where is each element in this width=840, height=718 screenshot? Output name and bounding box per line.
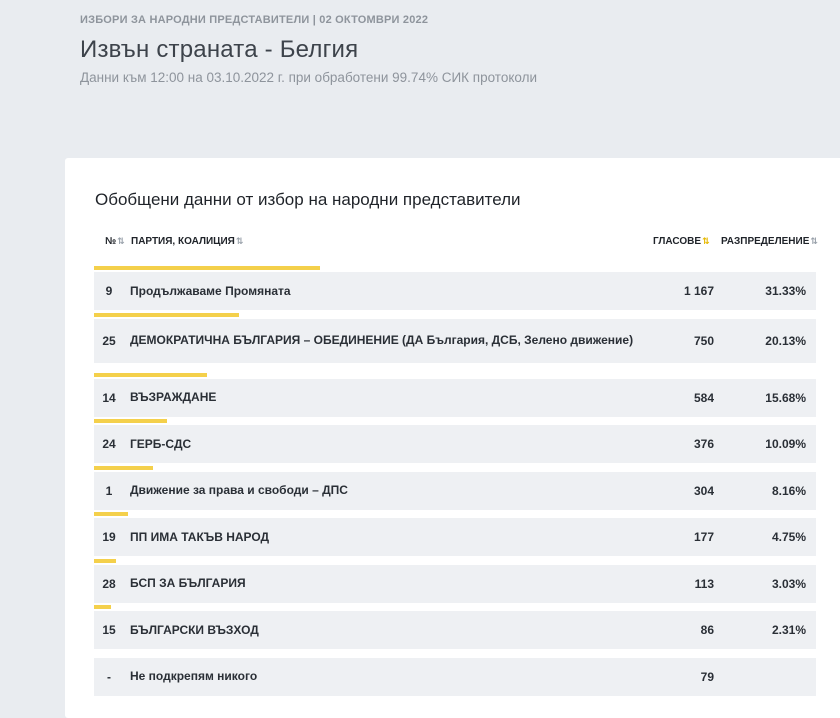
- party-share: 20.13%: [714, 318, 816, 363]
- table-row: 14 ВЪЗРАЖДАНЕ 584 15.68%: [94, 372, 816, 420]
- party-number: 14: [94, 378, 124, 417]
- party-number: 24: [94, 425, 124, 463]
- party-name: Движение за права и свободи – ДПС: [124, 471, 654, 510]
- page-header: ИЗБОРИ ЗА НАРОДНИ ПРЕДСТАВИТЕЛИ | 02 ОКТ…: [80, 14, 820, 85]
- table-header: №⇅ ПАРТИЯ, КОАЛИЦИЯ⇅ ГЛАСОВЕ⇅ РАЗПРЕДЕЛЕ…: [65, 236, 840, 252]
- table-row: 25 ДЕМОКРАТИЧНА БЪЛГАРИЯ – ОБЕДИНЕНИЕ (Д…: [94, 312, 816, 373]
- share-bar: [94, 558, 116, 563]
- table-row: 9 Продължаваме Промяната 1 167 31.33%: [94, 266, 816, 313]
- party-name: ДЕМОКРАТИЧНА БЪЛГАРИЯ – ОБЕДИНЕНИЕ (ДА Б…: [124, 318, 654, 363]
- party-share: 4.75%: [714, 518, 816, 556]
- table-row: 19 ПП ИМА ТАКЪВ НАРОД 177 4.75%: [94, 512, 816, 559]
- share-bar: [94, 266, 321, 270]
- party-votes: 1 167: [654, 272, 714, 310]
- results-card: Обобщени данни от избор на народни предс…: [65, 158, 840, 718]
- column-number[interactable]: №⇅: [105, 236, 125, 247]
- party-name: Не подкрепям никого: [124, 657, 654, 696]
- party-votes: 584: [654, 378, 714, 417]
- election-kicker: ИЗБОРИ ЗА НАРОДНИ ПРЕДСТАВИТЕЛИ | 02 ОКТ…: [80, 14, 429, 26]
- party-share: 15.68%: [714, 378, 816, 417]
- party-votes: 113: [654, 564, 714, 603]
- sort-icon: ⇅: [117, 236, 125, 246]
- share-bar: [94, 312, 240, 317]
- party-votes: 79: [654, 657, 714, 696]
- party-name: ГЕРБ-СДС: [124, 425, 654, 463]
- party-share: 3.03%: [714, 564, 816, 603]
- sort-icon: ⇅: [810, 236, 818, 246]
- party-number: 9: [94, 272, 124, 310]
- party-name: ПП ИМА ТАКЪВ НАРОД: [124, 518, 654, 556]
- party-name: БЪЛГАРСКИ ВЪЗХОД: [124, 611, 654, 649]
- party-name: ВЪЗРАЖДАНЕ: [124, 378, 654, 417]
- party-share: [714, 657, 816, 696]
- party-number: 25: [94, 318, 124, 363]
- data-status: Данни към 12:00 на 03.10.2022 г. при обр…: [80, 70, 538, 85]
- party-share: 2.31%: [714, 611, 816, 649]
- column-share[interactable]: РАЗПРЕДЕЛЕНИЕ⇅: [721, 236, 818, 247]
- party-number: 19: [94, 518, 124, 556]
- card-title: Обобщени данни от избор на народни предс…: [95, 190, 521, 209]
- share-bar: [94, 465, 153, 470]
- page-title: Извън страната - Белгия: [80, 36, 359, 63]
- column-share-label: РАЗПРЕДЕЛЕНИЕ: [721, 236, 810, 247]
- party-votes: 304: [654, 471, 714, 510]
- party-number: 28: [94, 564, 124, 603]
- party-votes: 86: [654, 611, 714, 649]
- results-table: 9 Продължаваме Промяната 1 167 31.33% 25…: [94, 266, 816, 698]
- party-share: 8.16%: [714, 471, 816, 510]
- share-bar: [94, 605, 111, 609]
- column-votes[interactable]: ГЛАСОВЕ⇅: [653, 236, 710, 247]
- share-bar: [94, 419, 167, 423]
- table-row: 28 БСП ЗА БЪЛГАРИЯ 113 3.03%: [94, 558, 816, 606]
- sort-active-icon: ⇅: [702, 236, 710, 246]
- party-name: БСП ЗА БЪЛГАРИЯ: [124, 564, 654, 603]
- party-votes: 750: [654, 318, 714, 363]
- column-votes-label: ГЛАСОВЕ: [653, 236, 702, 247]
- table-row: 15 БЪЛГАРСКИ ВЪЗХОД 86 2.31%: [94, 605, 816, 652]
- table-row: 24 ГЕРБ-СДС 376 10.09%: [94, 419, 816, 466]
- party-number: 1: [94, 471, 124, 510]
- column-party-label: ПАРТИЯ, КОАЛИЦИЯ: [131, 236, 235, 247]
- party-share: 10.09%: [714, 425, 816, 463]
- column-party[interactable]: ПАРТИЯ, КОАЛИЦИЯ⇅: [131, 236, 243, 247]
- table-row: - Не подкрепям никого 79: [94, 652, 816, 699]
- sort-icon: ⇅: [235, 236, 244, 246]
- party-share: 31.33%: [714, 272, 816, 310]
- share-bar: [94, 512, 129, 516]
- party-number: 15: [94, 611, 124, 649]
- party-votes: 376: [654, 425, 714, 463]
- party-number: -: [94, 657, 124, 696]
- party-name: Продължаваме Промяната: [124, 272, 654, 310]
- share-bar: [94, 372, 208, 377]
- column-number-label: №: [105, 236, 117, 247]
- table-row: 1 Движение за права и свободи – ДПС 304 …: [94, 465, 816, 513]
- party-votes: 177: [654, 518, 714, 556]
